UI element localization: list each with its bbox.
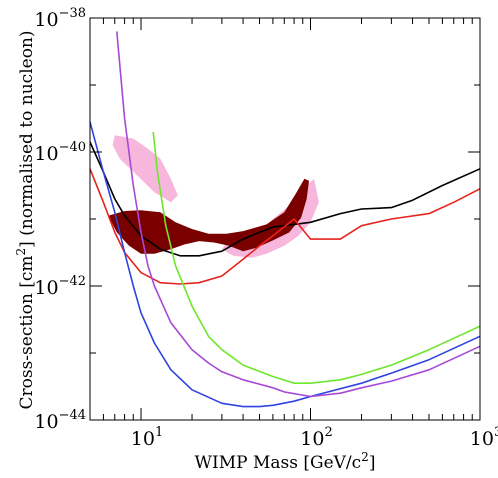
signal-regions (108, 135, 319, 258)
signal-region-1 (112, 135, 178, 203)
exclusion-curve-2 (89, 168, 481, 285)
y-axis-label: Cross-section [cm2] (normalised to nucle… (14, 30, 37, 409)
exclusion-curve-5 (152, 131, 481, 384)
x-tick-label: 101 (131, 425, 163, 450)
y-tick-label: 10−40 (34, 140, 86, 165)
y-tick-label: 10−42 (34, 274, 86, 299)
x-tick-label: 102 (300, 425, 332, 450)
tick-labels: 101 102 103 10−44 10−42 10−40 10−38 (34, 6, 498, 450)
x-axis-label: WIMP Mass [GeV/c2] (195, 450, 376, 473)
axis-ticks (89, 17, 481, 421)
y-tick-label: 10−44 (34, 408, 86, 433)
x-tick-label: 103 (470, 425, 498, 450)
signal-region-3 (108, 178, 309, 254)
exclusion-curve-1 (89, 141, 481, 257)
exclusion-curve-4 (116, 31, 481, 398)
y-tick-label: 10−38 (34, 6, 86, 31)
exclusion-curve-3 (89, 121, 481, 408)
exclusion-curves (89, 31, 481, 408)
